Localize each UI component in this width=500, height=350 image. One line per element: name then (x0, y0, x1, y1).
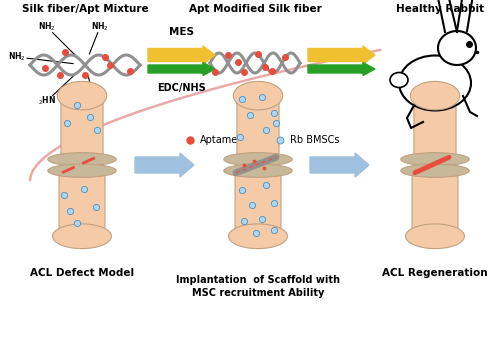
FancyBboxPatch shape (61, 93, 103, 156)
Text: NH$_2$: NH$_2$ (92, 21, 108, 33)
Ellipse shape (438, 31, 476, 65)
Ellipse shape (410, 82, 460, 110)
Ellipse shape (406, 224, 464, 248)
Text: NH$_2$: NH$_2$ (38, 21, 56, 33)
FancyBboxPatch shape (414, 93, 456, 156)
Text: Implantation  of Scaffold with
MSC recruitment Ability: Implantation of Scaffold with MSC recrui… (176, 275, 340, 298)
FancyBboxPatch shape (412, 174, 458, 239)
Ellipse shape (58, 82, 106, 110)
Text: Aptamer: Aptamer (200, 135, 242, 145)
Text: Silk fiber/Apt Mixture: Silk fiber/Apt Mixture (22, 4, 148, 14)
Text: MES: MES (169, 27, 194, 37)
FancyBboxPatch shape (237, 93, 279, 156)
Ellipse shape (399, 56, 471, 111)
Ellipse shape (224, 153, 292, 166)
FancyArrow shape (135, 153, 194, 177)
Text: EDC/NHS: EDC/NHS (157, 83, 206, 93)
Ellipse shape (48, 153, 116, 166)
Ellipse shape (228, 224, 288, 248)
Text: Healthy Rabbit: Healthy Rabbit (396, 4, 484, 14)
Text: $_2$HN: $_2$HN (38, 95, 56, 107)
FancyArrow shape (308, 46, 375, 64)
FancyArrow shape (148, 63, 215, 76)
Ellipse shape (224, 164, 292, 177)
FancyBboxPatch shape (59, 174, 105, 239)
FancyBboxPatch shape (235, 174, 281, 239)
Text: Apt Modified Silk fiber: Apt Modified Silk fiber (188, 4, 322, 14)
Ellipse shape (48, 164, 116, 177)
FancyArrow shape (308, 63, 375, 76)
Ellipse shape (401, 164, 469, 177)
Text: NH$_2$: NH$_2$ (8, 51, 25, 63)
FancyArrow shape (310, 153, 369, 177)
Text: NH$_2$: NH$_2$ (86, 95, 104, 107)
Ellipse shape (401, 153, 469, 166)
FancyArrow shape (148, 46, 215, 64)
Text: ACL Defect Model: ACL Defect Model (30, 268, 134, 278)
Text: Rb BMSCs: Rb BMSCs (290, 135, 340, 145)
Text: ACL Regeneration: ACL Regeneration (382, 268, 488, 278)
Ellipse shape (52, 224, 112, 248)
Ellipse shape (234, 82, 282, 110)
Ellipse shape (390, 72, 408, 88)
